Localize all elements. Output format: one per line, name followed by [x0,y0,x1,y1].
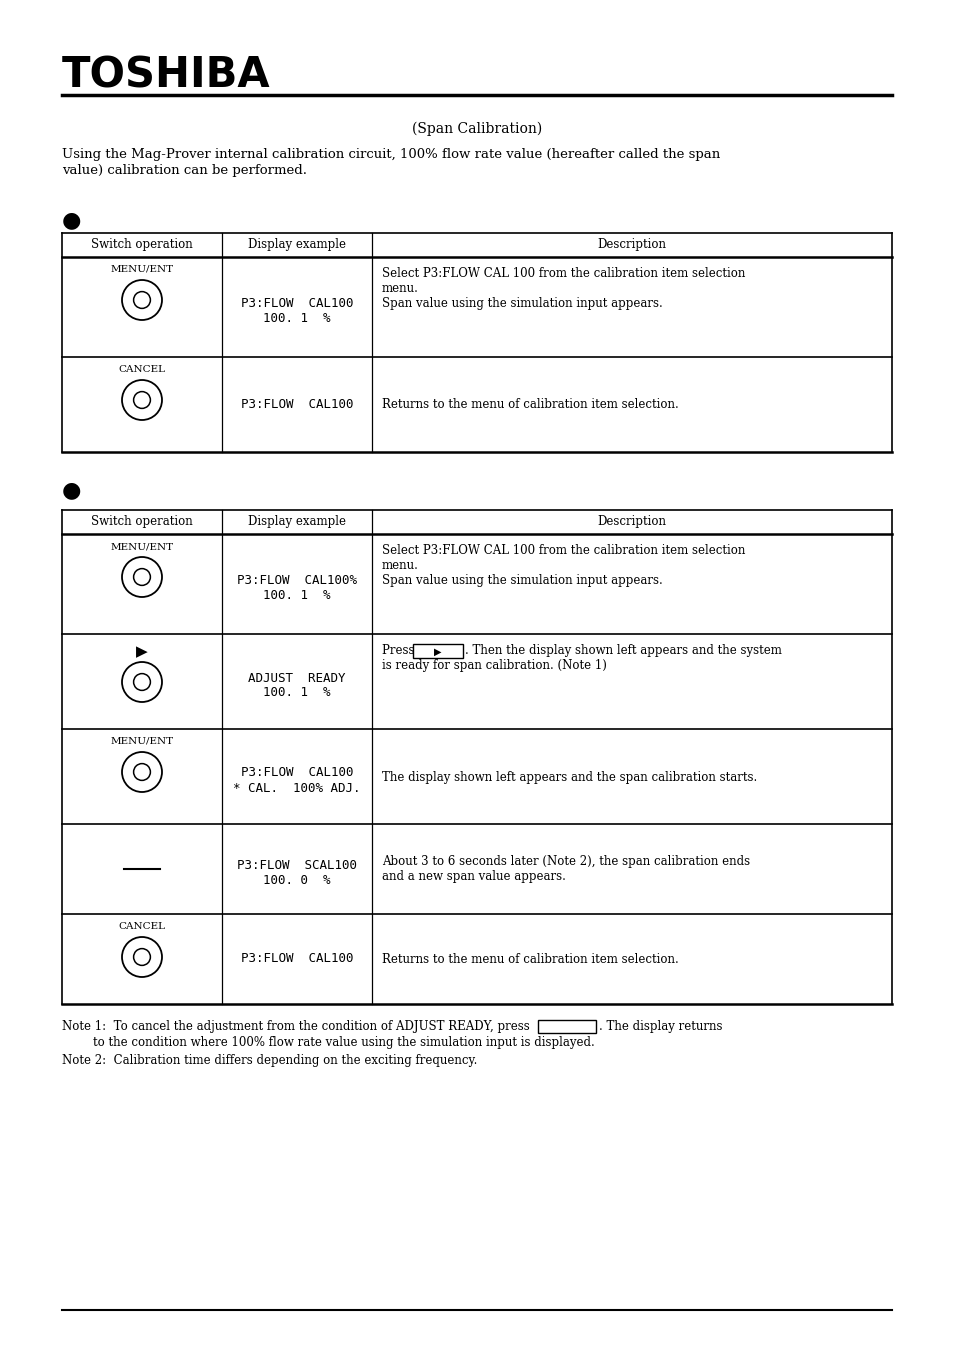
Text: value) calibration can be performed.: value) calibration can be performed. [62,163,307,177]
Text: Returns to the menu of calibration item selection.: Returns to the menu of calibration item … [381,953,678,967]
Text: Select P3:FLOW CAL 100 from the calibration item selection: Select P3:FLOW CAL 100 from the calibrat… [381,267,744,279]
Text: P3:FLOW  CAL100: P3:FLOW CAL100 [240,952,353,965]
Text: Note 2:  Calibration time differs depending on the exciting frequency.: Note 2: Calibration time differs dependi… [62,1054,476,1067]
Text: 100. 0  %: 100. 0 % [263,873,331,887]
Text: P3:FLOW  CAL100: P3:FLOW CAL100 [240,397,353,410]
Text: Span value using the simulation input appears.: Span value using the simulation input ap… [381,297,662,310]
Text: The display shown left appears and the span calibration starts.: The display shown left appears and the s… [381,771,757,783]
Text: P3:FLOW  CAL100: P3:FLOW CAL100 [240,297,353,310]
Text: Display example: Display example [248,238,346,251]
Text: TOSHIBA: TOSHIBA [62,55,271,97]
Text: Switch operation: Switch operation [91,514,193,528]
Text: MENU/ENT: MENU/ENT [111,541,173,551]
Text: CANCEL: CANCEL [118,922,165,931]
Text: Select P3:FLOW CAL 100 from the calibration item selection: Select P3:FLOW CAL 100 from the calibrat… [381,544,744,558]
Text: (Span Calibration): (Span Calibration) [412,122,541,136]
Text: ●: ● [62,481,81,500]
Bar [537,1021,596,1033]
Text: ▶: ▶ [136,644,148,659]
Text: Using the Mag-Prover internal calibration circuit, 100% flow rate value (hereaft: Using the Mag-Prover internal calibratio… [62,148,720,161]
Text: P3:FLOW  SCAL100: P3:FLOW SCAL100 [236,859,356,872]
Text: ▶: ▶ [434,647,441,657]
Text: CANCEL: CANCEL [118,364,165,374]
Text: 100. 1  %: 100. 1 % [263,687,331,699]
Text: About 3 to 6 seconds later (Note 2), the span calibration ends: About 3 to 6 seconds later (Note 2), the… [381,855,749,868]
Text: P3:FLOW  CAL100: P3:FLOW CAL100 [240,767,353,779]
Text: Press: Press [381,644,417,657]
Text: MENU/ENT: MENU/ENT [111,265,173,274]
Text: menu.: menu. [381,282,418,296]
Text: ADJUST  READY: ADJUST READY [248,671,345,684]
Text: to the condition where 100% flow rate value using the simulation input is displa: to the condition where 100% flow rate va… [92,1035,594,1049]
Text: Description: Description [597,514,666,528]
Text: Note 1:  To cancel the adjustment from the condition of ADJUST READY, press: Note 1: To cancel the adjustment from th… [62,1021,529,1033]
Text: . The display returns: . The display returns [598,1021,721,1033]
Text: Display example: Display example [248,514,346,528]
Text: is ready for span calibration. (Note 1): is ready for span calibration. (Note 1) [381,659,606,672]
Text: P3:FLOW  CAL100%: P3:FLOW CAL100% [236,574,356,587]
Text: menu.: menu. [381,559,418,572]
Text: * CAL.  100% ADJ.: * CAL. 100% ADJ. [233,782,360,795]
Text: . Then the display shown left appears and the system: . Then the display shown left appears an… [464,644,781,657]
Text: ●: ● [62,211,81,230]
Text: Switch operation: Switch operation [91,238,193,251]
Text: 100. 1  %: 100. 1 % [263,589,331,602]
Bar [413,644,462,657]
Text: and a new span value appears.: and a new span value appears. [381,869,565,883]
Text: Description: Description [597,238,666,251]
Text: Span value using the simulation input appears.: Span value using the simulation input ap… [381,574,662,587]
Text: MENU/ENT: MENU/ENT [111,737,173,747]
Text: Returns to the menu of calibration item selection.: Returns to the menu of calibration item … [381,398,678,412]
Text: 100. 1  %: 100. 1 % [263,312,331,325]
